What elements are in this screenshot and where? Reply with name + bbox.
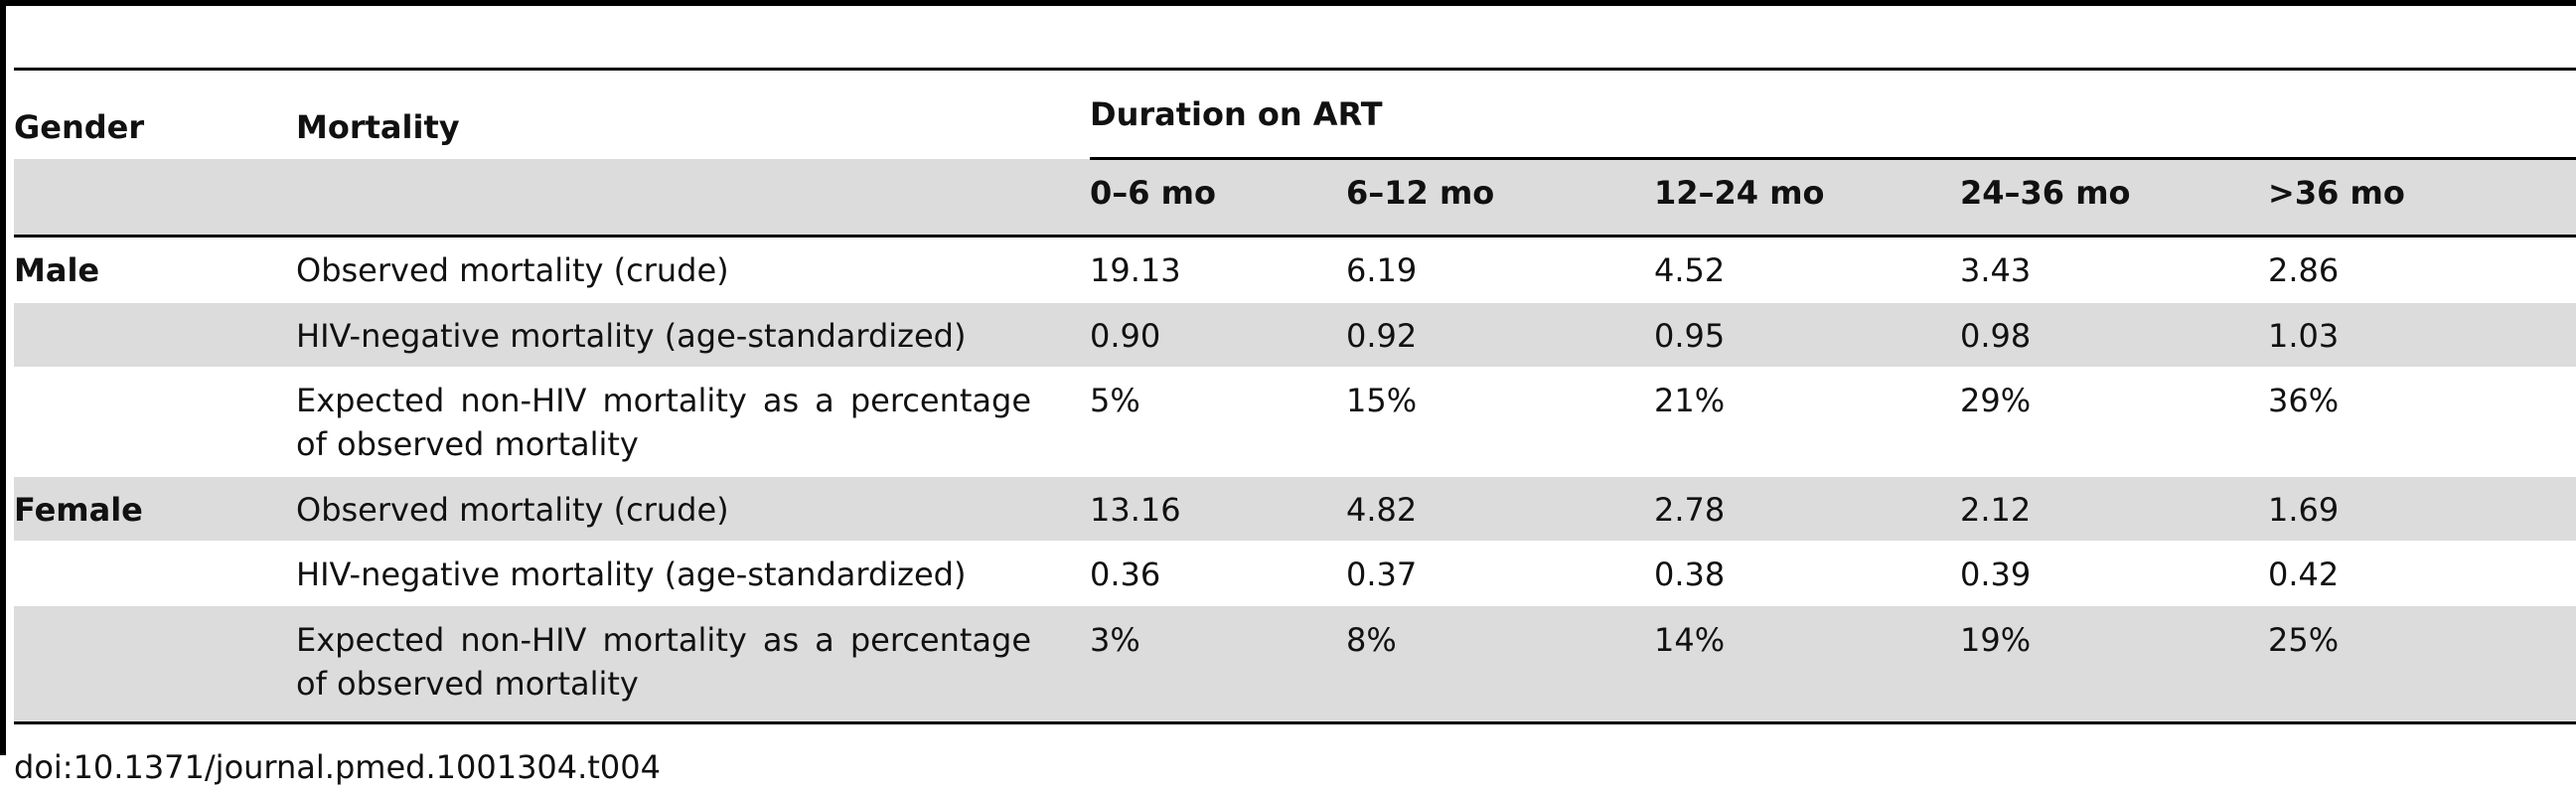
table-cell: 14% <box>1654 621 1726 659</box>
table-cell: 2.86 <box>2268 251 2340 289</box>
table-cell: 4.52 <box>1654 251 1726 289</box>
period-header-6-12: 6–12 mo <box>1346 174 1495 212</box>
row-band-female-observed <box>14 477 2576 541</box>
period-header-24-36: 24–36 mo <box>1960 174 2131 212</box>
table-cell: 3% <box>1090 621 1140 659</box>
table-cell: 6.19 <box>1346 251 1418 289</box>
gender-column-header: Gender <box>14 108 145 146</box>
row-label: Observed mortality (crude) <box>296 491 729 529</box>
table-cell: 2.78 <box>1654 491 1726 529</box>
row-label: Expected non-HIV mortality as a percenta… <box>296 382 1031 463</box>
table-cell: 0.95 <box>1654 317 1726 355</box>
header-top-rule <box>14 68 2576 71</box>
table-cell: 0.36 <box>1090 556 1161 593</box>
table-cell: 19.13 <box>1090 251 1181 289</box>
table-left-border <box>0 0 6 755</box>
header-bottom-rule <box>14 235 2576 238</box>
doi-link[interactable]: doi:10.1371/journal.pmed.1001304.t004 <box>14 748 661 786</box>
period-header-12-24: 12–24 mo <box>1654 174 1825 212</box>
table-cell: 19% <box>1960 621 2032 659</box>
row-label: Expected non-HIV mortality as a percenta… <box>296 621 1031 703</box>
table-cell: 1.03 <box>2268 317 2340 355</box>
table-cell: 3.43 <box>1960 251 2032 289</box>
table-cell: 0.90 <box>1090 317 1161 355</box>
table-cell: 0.37 <box>1346 556 1418 593</box>
period-header-band <box>14 159 2576 235</box>
row-band-male-hivneg <box>14 303 2576 367</box>
row-label: HIV-negative mortality (age-standardized… <box>296 556 967 593</box>
table-cell: 21% <box>1654 382 1726 419</box>
table-cell: 0.98 <box>1960 317 2032 355</box>
table-cell: 4.82 <box>1346 491 1418 529</box>
table-top-border <box>0 0 2576 6</box>
table-cell: 1.69 <box>2268 491 2340 529</box>
row-label: HIV-negative mortality (age-standardized… <box>296 317 967 355</box>
table-cell: 13.16 <box>1090 491 1181 529</box>
table-cell: 0.38 <box>1654 556 1726 593</box>
table-cell: 15% <box>1346 382 1418 419</box>
mortality-column-header: Mortality <box>296 108 460 146</box>
table-cell: 0.92 <box>1346 317 1418 355</box>
gender-label-female: Female <box>14 491 143 529</box>
table-cell: 36% <box>2268 382 2340 419</box>
table-cell: 29% <box>1960 382 2032 419</box>
gender-label-male: Male <box>14 251 100 289</box>
table-cell: 8% <box>1346 621 1397 659</box>
table-cell: 2.12 <box>1960 491 2032 529</box>
period-header-0-6: 0–6 mo <box>1090 174 1216 212</box>
row-label: Observed mortality (crude) <box>296 251 729 289</box>
table-cell: 25% <box>2268 621 2340 659</box>
table-cell: 0.39 <box>1960 556 2032 593</box>
period-header-over-36: >36 mo <box>2268 174 2405 212</box>
table-cell: 5% <box>1090 382 1140 419</box>
table-bottom-rule <box>14 721 2576 724</box>
duration-on-art-header: Duration on ART <box>1090 95 1383 133</box>
duration-underline-rule <box>1090 157 2576 160</box>
table-cell: 0.42 <box>2268 556 2340 593</box>
row-band-female-expected <box>14 606 2576 721</box>
